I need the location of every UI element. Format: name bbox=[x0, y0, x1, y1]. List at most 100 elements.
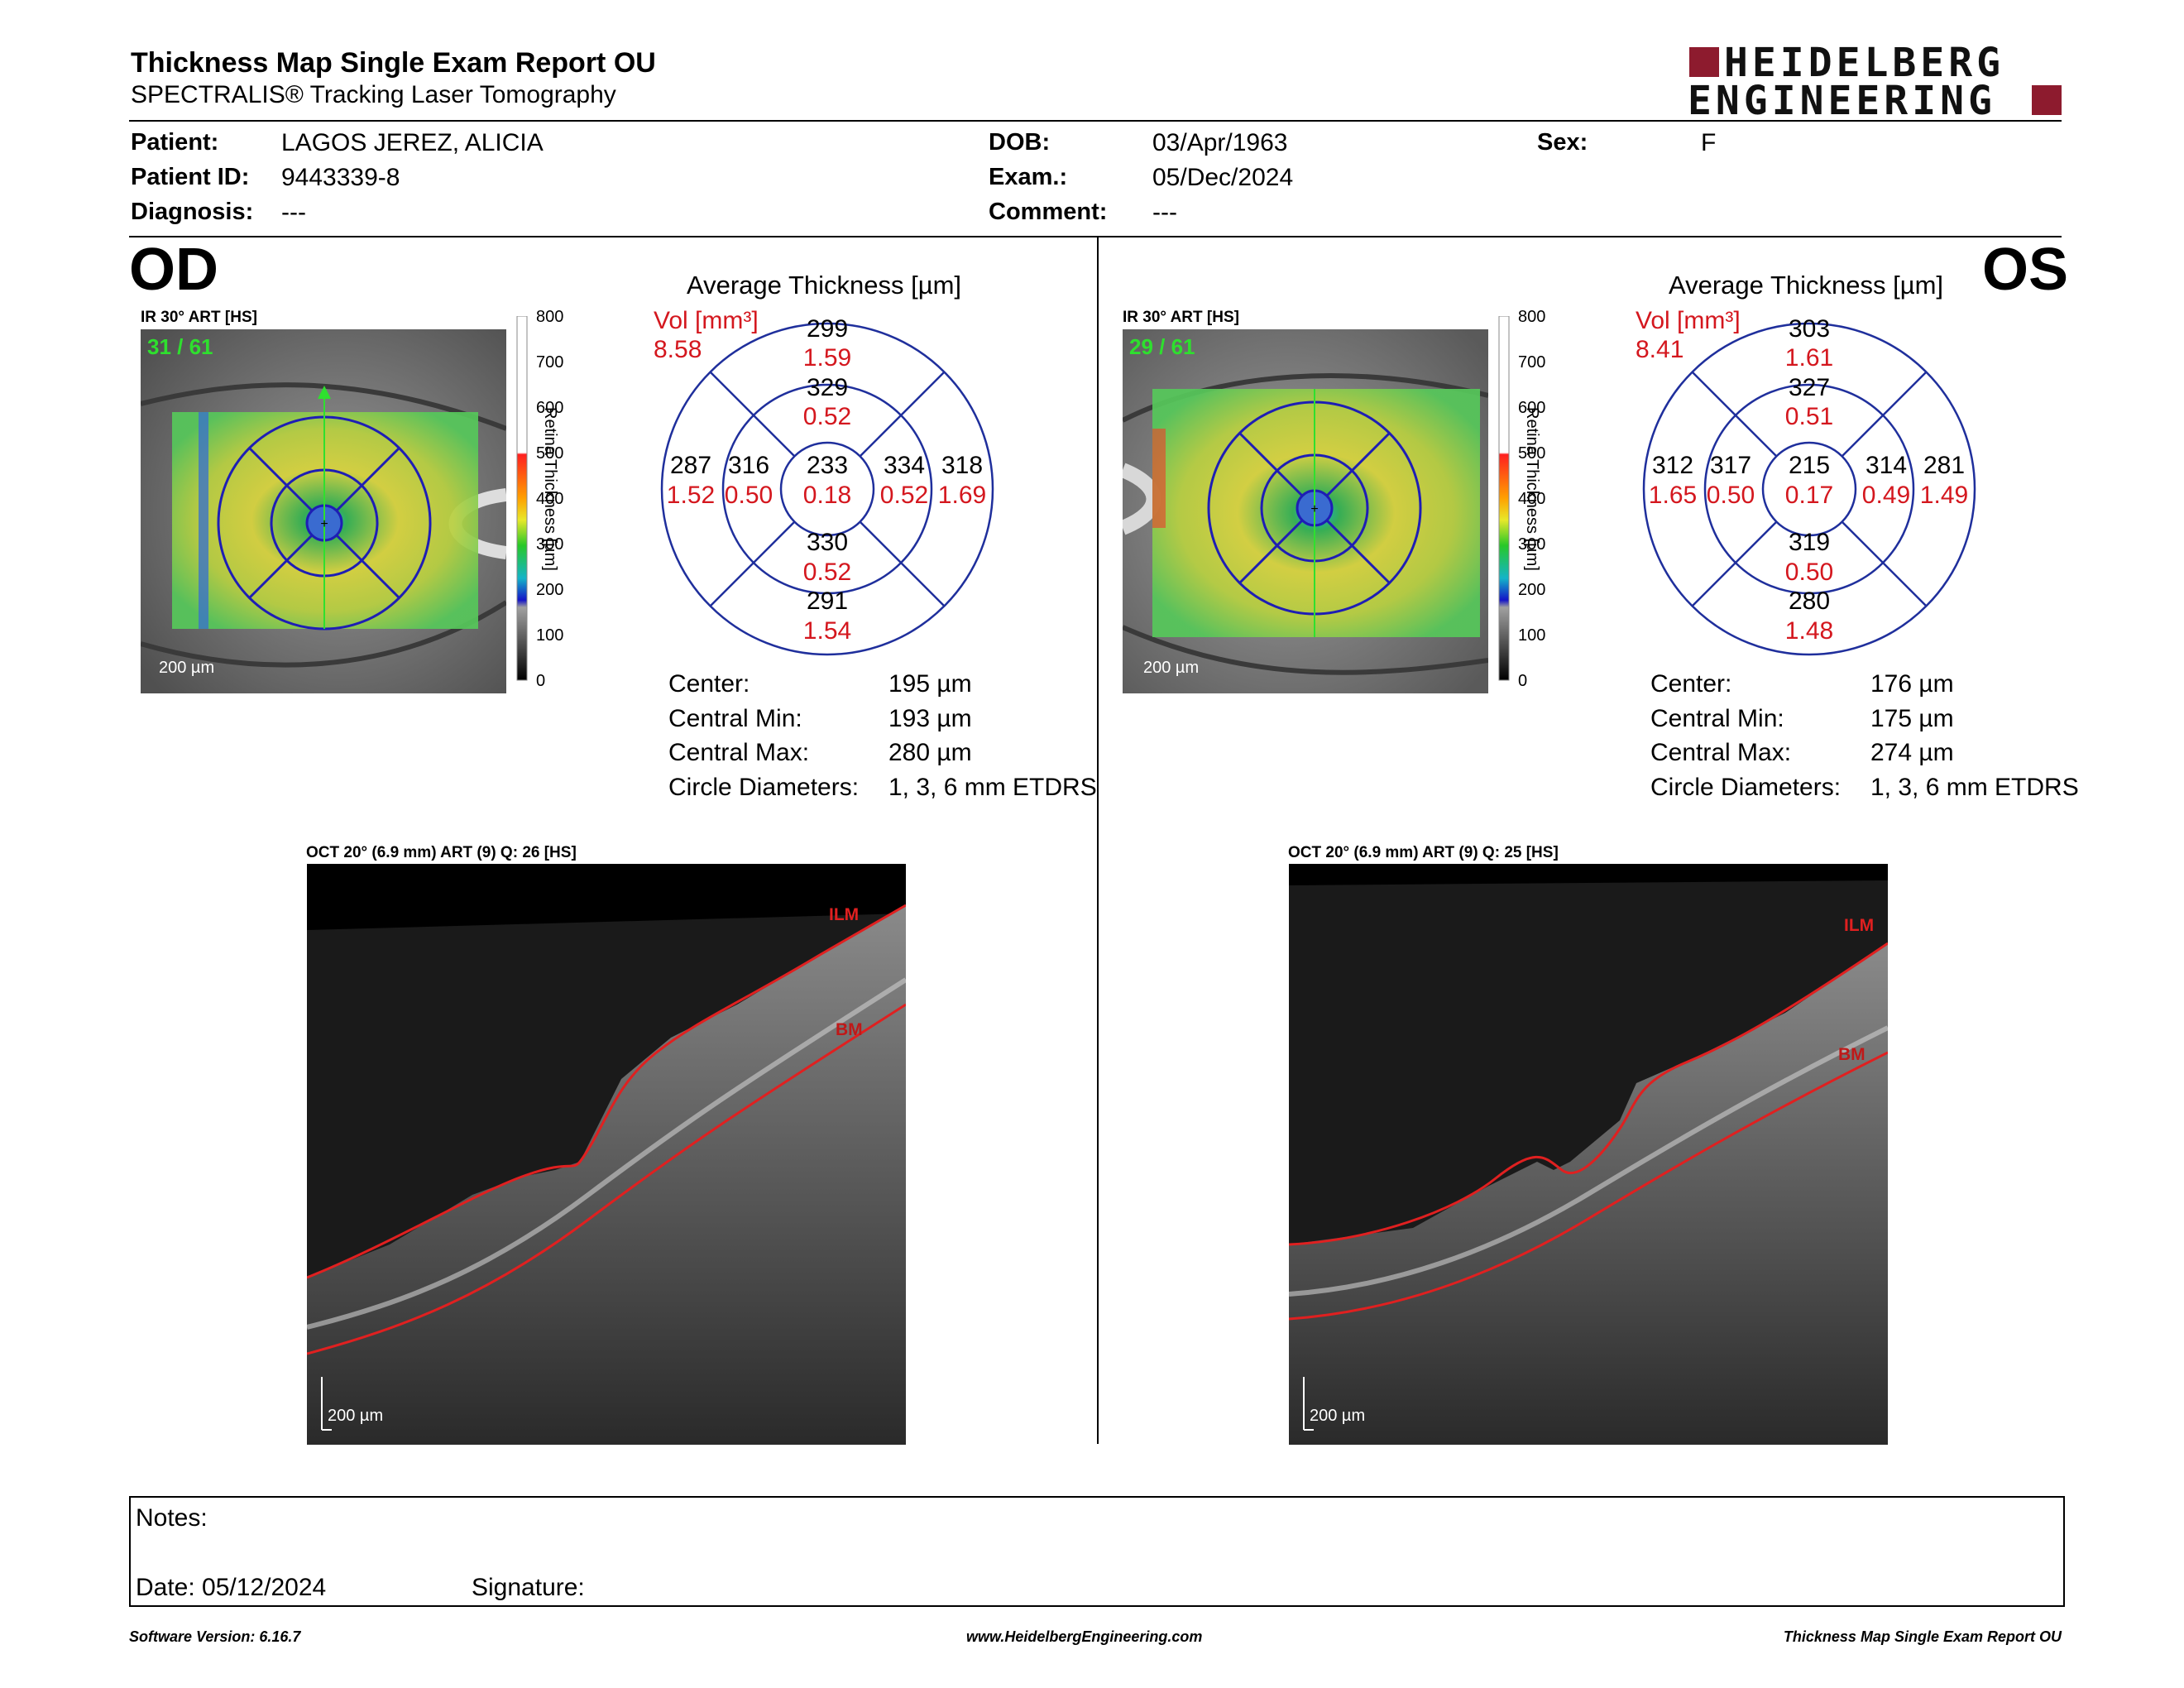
notes-box[interactable] bbox=[129, 1496, 2065, 1607]
patient-name: LAGOS JEREZ, ALICIA bbox=[281, 129, 544, 156]
eye-divider bbox=[1097, 237, 1099, 1444]
report-subtitle: SPECTRALIS® Tracking Laser Tomography bbox=[131, 81, 616, 108]
os-circle-diameters-label: Circle Diameters: bbox=[1650, 774, 1842, 801]
notes-label: Notes: bbox=[136, 1504, 208, 1532]
od-inner-right-thickness: 334 bbox=[883, 452, 926, 479]
od-oct-ilm-label: ILM bbox=[829, 905, 860, 924]
od-outer-right-thickness: 318 bbox=[941, 452, 984, 479]
od-circle-diameters-label: Circle Diameters: bbox=[668, 774, 860, 801]
os-ir-label: IR 30° ART [HS] bbox=[1123, 309, 1239, 326]
od-central-max-value: 280 µm bbox=[888, 739, 972, 766]
os-center-value: 176 µm bbox=[1870, 670, 1954, 698]
os-center-label: Center: bbox=[1650, 670, 1732, 698]
dob-label: DOB: bbox=[989, 129, 1051, 156]
os-scale-tick-0: 0 bbox=[1518, 672, 1528, 690]
report-title: Thickness Map Single Exam Report OU bbox=[131, 47, 656, 79]
os-scale-tick-300: 300 bbox=[1518, 535, 1546, 554]
sex-label: Sex: bbox=[1537, 129, 1588, 156]
os-circle-diameters-value: 1, 3, 6 mm ETDRS bbox=[1870, 774, 2079, 801]
od-outer-bottom-volume: 1.54 bbox=[802, 617, 852, 645]
os-inner-right-volume: 0.49 bbox=[1861, 482, 1911, 509]
os-vol-label: Vol [mm³] bbox=[1636, 307, 1741, 334]
diagnosis-value: --- bbox=[281, 199, 306, 226]
os-inner-top-volume: 0.51 bbox=[1784, 403, 1834, 430]
od-thickness-color-scale bbox=[516, 315, 591, 693]
os-inner-top-thickness: 327 bbox=[1788, 374, 1831, 401]
exam-label: Exam.: bbox=[989, 164, 1068, 190]
od-center-label: Center: bbox=[668, 670, 750, 698]
patient-id: 9443339-8 bbox=[281, 164, 400, 191]
od-inner-right-volume: 0.52 bbox=[879, 482, 929, 509]
os-central-min-label: Central Min: bbox=[1650, 705, 1784, 732]
os-inner-right-thickness: 314 bbox=[1865, 452, 1908, 479]
os-outer-right-thickness: 281 bbox=[1923, 452, 1966, 479]
exam-value: 05/Dec/2024 bbox=[1152, 164, 1294, 191]
os-inner-left-thickness: 317 bbox=[1709, 452, 1752, 479]
od-inner-top-thickness: 329 bbox=[806, 374, 849, 401]
os-inner-bottom-volume: 0.50 bbox=[1784, 559, 1834, 586]
od-scale-tick-600: 600 bbox=[536, 399, 564, 417]
od-center-value: 195 µm bbox=[888, 670, 972, 698]
od-oct-bm-label: BM bbox=[836, 1020, 863, 1039]
os-central-max-value: 274 µm bbox=[1870, 739, 1954, 766]
os-avg-thickness-title: Average Thickness [µm] bbox=[1669, 271, 1944, 300]
od-scale-tick-800: 800 bbox=[536, 308, 564, 326]
os-scale-tick-500: 500 bbox=[1518, 444, 1546, 463]
od-scale-tick-300: 300 bbox=[536, 535, 564, 554]
od-central-min-value: 193 µm bbox=[888, 705, 972, 732]
patient-label: Patient: bbox=[131, 129, 219, 156]
os-etdrs-grid bbox=[1641, 321, 1977, 657]
os-inner-left-volume: 0.50 bbox=[1706, 482, 1755, 509]
comment-value: --- bbox=[1152, 199, 1177, 226]
os-oct-label: OCT 20° (6.9 mm) ART (9) Q: 25 [HS] bbox=[1288, 844, 1559, 861]
os-ir-scalebar: 200 µm bbox=[1143, 659, 1200, 677]
os-outer-top-volume: 1.61 bbox=[1784, 344, 1834, 372]
os-scale-tick-700: 700 bbox=[1518, 353, 1546, 372]
header-divider bbox=[129, 120, 2062, 122]
notes-date: Date: 05/12/2024 bbox=[136, 1574, 327, 1601]
os-central-max-label: Central Max: bbox=[1650, 739, 1792, 766]
od-outer-top-volume: 1.59 bbox=[802, 344, 852, 372]
svg-text:+: + bbox=[1310, 502, 1318, 516]
os-outer-left-thickness: 312 bbox=[1651, 452, 1694, 479]
os-thickness-color-scale bbox=[1498, 315, 1573, 693]
od-central-max-label: Central Max: bbox=[668, 739, 810, 766]
footer-report-title: Thickness Map Single Exam Report OU bbox=[1783, 1628, 2062, 1645]
od-center-volume: 0.18 bbox=[802, 482, 852, 509]
od-outer-right-volume: 1.69 bbox=[937, 482, 987, 509]
os-outer-top-thickness: 303 bbox=[1788, 315, 1831, 343]
od-inner-left-volume: 0.50 bbox=[724, 482, 774, 509]
od-oct-scalebar: 200 µm bbox=[328, 1407, 384, 1425]
od-outer-top-thickness: 299 bbox=[806, 315, 849, 343]
os-outer-bottom-volume: 1.48 bbox=[1784, 617, 1834, 645]
svg-text:+: + bbox=[320, 517, 328, 531]
od-avg-thickness-title: Average Thickness [µm] bbox=[687, 271, 962, 300]
os-frame-counter: 29 / 61 bbox=[1129, 334, 1195, 359]
os-scale-tick-800: 800 bbox=[1518, 308, 1546, 326]
od-vol-label: Vol [mm³] bbox=[654, 307, 759, 334]
od-inner-bottom-thickness: 330 bbox=[806, 529, 849, 556]
od-etdrs-grid bbox=[659, 321, 995, 657]
os-oct-scalebar: 200 µm bbox=[1310, 1407, 1366, 1425]
diagnosis-label: Diagnosis: bbox=[131, 199, 254, 225]
os-scale-tick-100: 100 bbox=[1518, 626, 1546, 645]
os-central-min-value: 175 µm bbox=[1870, 705, 1954, 732]
od-vol-value: 8.58 bbox=[654, 336, 702, 363]
od-outer-left-volume: 1.52 bbox=[666, 482, 716, 509]
od-central-min-label: Central Min: bbox=[668, 705, 802, 732]
dob-value: 03/Apr/1963 bbox=[1152, 129, 1288, 156]
footer-website[interactable]: www.HeidelbergEngineering.com bbox=[966, 1628, 1203, 1645]
od-outer-bottom-thickness: 291 bbox=[806, 587, 849, 615]
os-outer-bottom-thickness: 280 bbox=[1788, 587, 1831, 615]
od-scale-tick-500: 500 bbox=[536, 444, 564, 463]
od-frame-counter: 31 / 61 bbox=[147, 334, 213, 359]
od-ir-fundus-image: + bbox=[140, 329, 508, 693]
od-oct-label: OCT 20° (6.9 mm) ART (9) Q: 26 [HS] bbox=[306, 844, 577, 861]
od-scale-tick-400: 400 bbox=[536, 490, 564, 508]
od-inner-left-thickness: 316 bbox=[727, 452, 770, 479]
os-ir-fundus-image: + bbox=[1119, 329, 1489, 693]
patient-divider bbox=[129, 236, 2062, 237]
os-outer-right-volume: 1.49 bbox=[1919, 482, 1969, 509]
od-scale-tick-0: 0 bbox=[536, 672, 546, 690]
od-center-thickness: 233 bbox=[806, 452, 849, 479]
